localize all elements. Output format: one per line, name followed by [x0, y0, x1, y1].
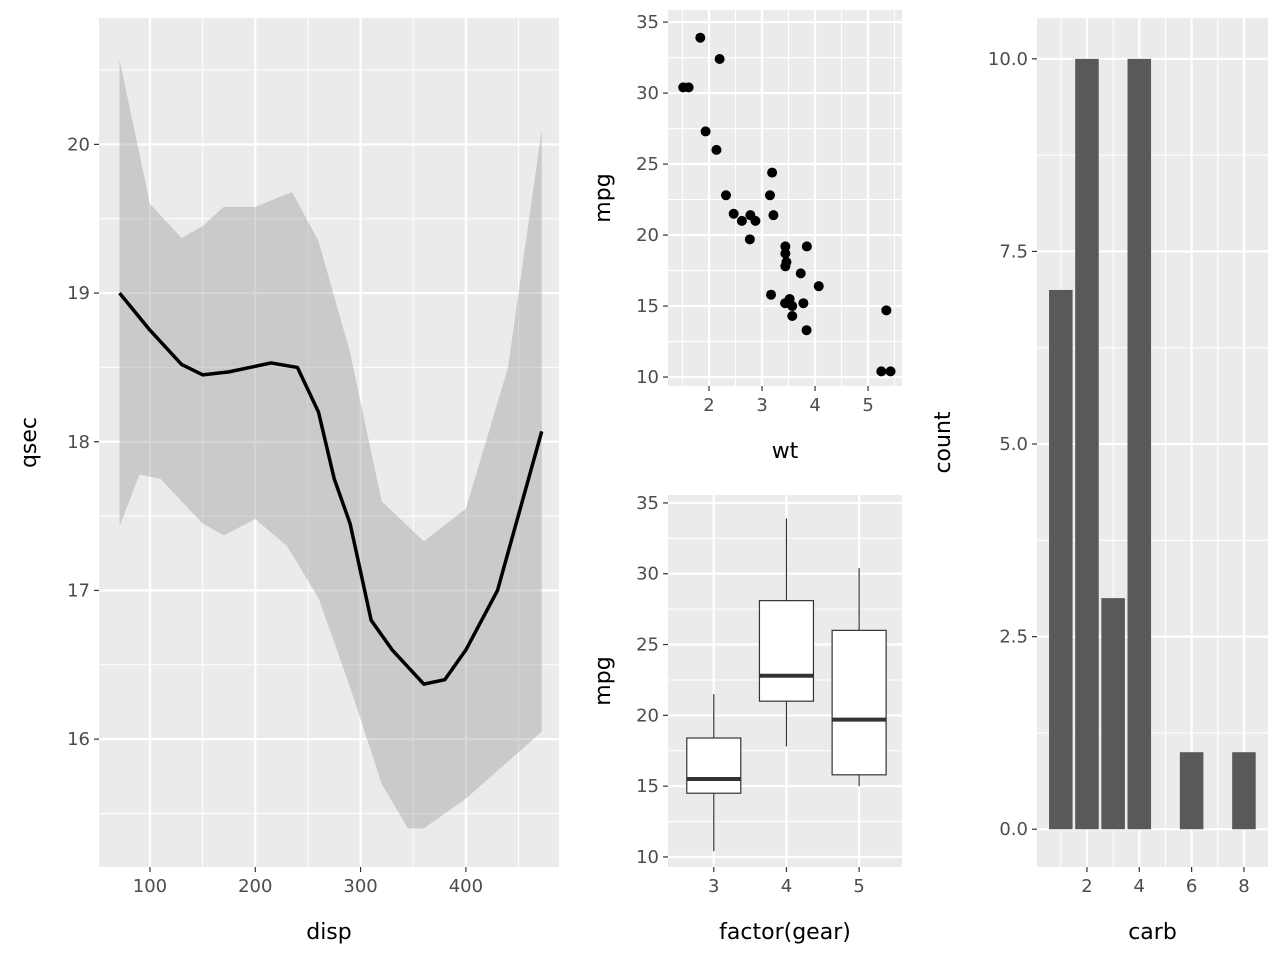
data-point: [768, 210, 779, 221]
y-tick-label: 7.5: [999, 241, 1028, 262]
y-tick-label: 2.5: [999, 627, 1028, 648]
y-tick-label: 25: [636, 154, 659, 175]
data-point: [881, 305, 892, 316]
x-tick-label: 100: [133, 876, 167, 897]
y-tick-label: 35: [636, 12, 659, 33]
data-point: [714, 53, 725, 64]
bar: [1075, 58, 1099, 830]
data-point: [787, 310, 798, 321]
data-point: [764, 190, 775, 201]
data-point: [780, 241, 791, 252]
y-tick-label: 10.0: [988, 49, 1028, 70]
data-point: [885, 366, 896, 377]
x-axis-title: disp: [306, 920, 352, 945]
bar: [1127, 58, 1152, 830]
data-point: [744, 234, 755, 245]
box: [831, 629, 887, 776]
data-point: [801, 325, 812, 336]
data-point: [736, 215, 747, 226]
data-point: [720, 190, 731, 201]
y-tick-label: 5.0: [999, 434, 1028, 455]
y-tick-label: 15: [636, 776, 659, 797]
y-tick-label: 16: [67, 729, 90, 750]
x-tick-label: 5: [862, 395, 873, 416]
box: [686, 737, 742, 794]
data-point: [780, 261, 791, 272]
y-tick-label: 20: [636, 225, 659, 246]
y-tick-label: 25: [636, 635, 659, 656]
y-tick-label: 10: [636, 847, 659, 868]
x-axis-title: carb: [1128, 920, 1177, 945]
data-point: [767, 167, 778, 178]
x-axis-title: wt: [772, 439, 799, 464]
y-tick-label: 18: [67, 432, 90, 453]
x-tick-label: 200: [238, 876, 272, 897]
data-point: [801, 241, 812, 252]
data-point: [795, 268, 806, 279]
data-point: [728, 208, 739, 219]
panel-background: [668, 10, 902, 386]
data-point: [766, 289, 777, 300]
y-tick-label: 17: [67, 580, 90, 601]
y-tick-label: 20: [636, 705, 659, 726]
y-tick-label: 19: [67, 283, 90, 304]
y-tick-label: 35: [636, 493, 659, 514]
y-axis-title: qsec: [17, 417, 42, 468]
x-tick-label: 4: [809, 395, 820, 416]
data-point: [695, 32, 706, 43]
y-axis-title: count: [931, 411, 956, 473]
x-axis-title: factor(gear): [719, 920, 851, 945]
x-tick-label: 2: [703, 395, 714, 416]
data-point: [745, 210, 756, 221]
data-point: [678, 82, 689, 93]
confidence-ribbon: [119, 59, 542, 829]
x-tick-label: 2: [1081, 876, 1092, 897]
bar: [1232, 752, 1256, 830]
x-tick-label: 4: [1134, 876, 1145, 897]
x-tick-label: 3: [708, 876, 719, 897]
data-point: [711, 144, 722, 155]
y-tick-label: 20: [67, 134, 90, 155]
x-tick-label: 6: [1186, 876, 1197, 897]
x-tick-label: 4: [781, 876, 792, 897]
x-tick-label: 400: [449, 876, 483, 897]
x-tick-label: 3: [756, 395, 767, 416]
x-tick-label: 5: [853, 876, 864, 897]
data-point: [876, 366, 887, 377]
data-point: [787, 301, 798, 312]
y-tick-label: 10: [636, 367, 659, 388]
bar: [1101, 598, 1125, 830]
data-point: [700, 126, 711, 137]
y-tick-label: 30: [636, 83, 659, 104]
x-tick-label: 8: [1238, 876, 1249, 897]
data-point: [798, 298, 809, 309]
bar: [1049, 289, 1073, 830]
data-point: [780, 248, 791, 259]
smooth-line: [118, 291, 544, 686]
box: [758, 600, 815, 702]
y-tick-label: 0.0: [999, 819, 1028, 840]
y-axis-title: mpg: [591, 656, 616, 705]
y-tick-label: 30: [636, 564, 659, 585]
data-point: [813, 281, 824, 292]
bar: [1179, 752, 1204, 830]
y-tick-label: 15: [636, 296, 659, 317]
y-axis-title: mpg: [591, 173, 616, 222]
x-tick-label: 300: [343, 876, 377, 897]
